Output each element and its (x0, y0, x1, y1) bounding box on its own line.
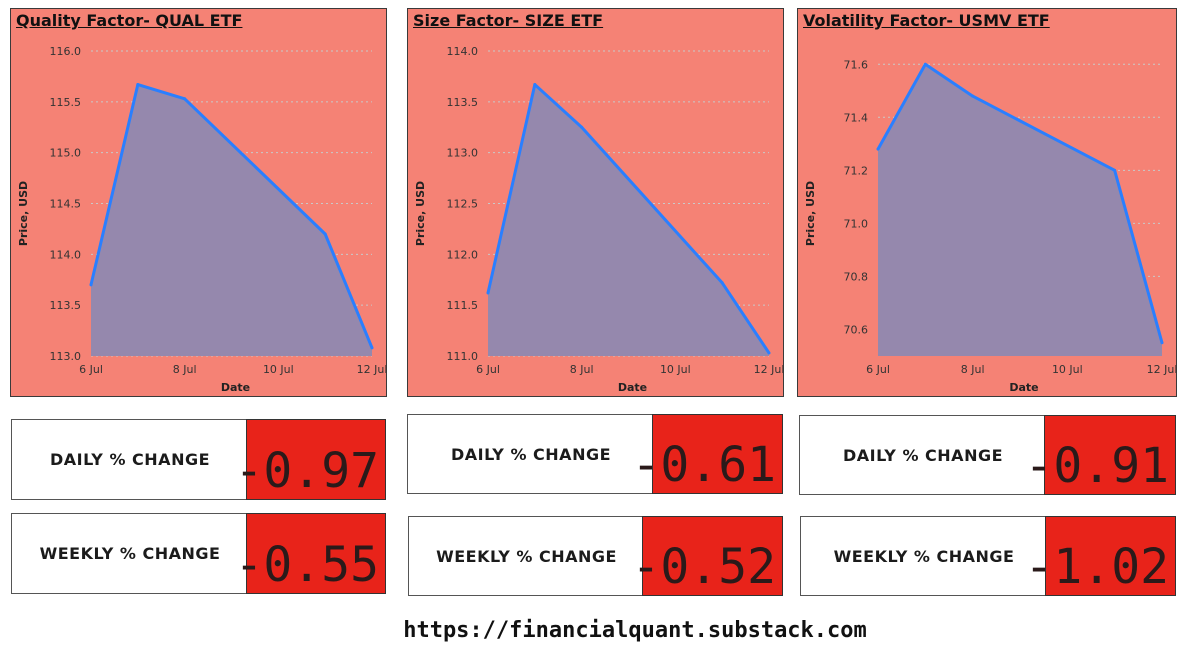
qual-chart-panel: Quality Factor- QUAL ETF 113.0 113.5 114.0… (10, 8, 387, 397)
price-area (91, 84, 372, 357)
qual-weekly-value: -0.55 (235, 513, 386, 594)
x-tick-label: 6 Jul (476, 363, 500, 376)
usmv-daily-label: DAILY % CHANGE (842, 445, 1004, 465)
size-daily-label: DAILY % CHANGE (450, 444, 612, 464)
y-tick-label: 113.5 (447, 96, 479, 109)
price-area (878, 64, 1162, 356)
qual-chart-title: Quality Factor- QUAL ETF (16, 11, 243, 30)
usmv-chart-title: Volatility Factor- USMV ETF (803, 11, 1050, 30)
y-tick-label: 111.0 (447, 350, 479, 363)
size-chart-panel: Size Factor- SIZE ETF 111.0 111.5 112.0 112… (407, 8, 784, 397)
data-point (533, 83, 537, 87)
qual-daily-label: DAILY % CHANGE (49, 450, 211, 469)
y-tick-label: 112.0 (447, 248, 479, 261)
size-weekly-value: -0.52 (632, 516, 783, 596)
x-tick-label: 12 Jul (1147, 363, 1178, 376)
data-point (580, 125, 584, 129)
x-tick-label: 12 Jul (754, 363, 785, 376)
y-tick-label: 71.2 (844, 164, 869, 177)
data-point (486, 291, 490, 295)
data-point (1160, 341, 1164, 345)
size-daily-value: -0.61 (632, 414, 783, 494)
size-chart-svg: 111.0 111.5 112.0 112.5 113.0 113.5 114.0 6 Jul… (414, 45, 785, 394)
y-tick-label: 70.8 (844, 270, 869, 283)
usmv-weekly-label: WEEKLY % CHANGE (833, 546, 1015, 566)
data-point (323, 232, 327, 236)
size-weekly-label: WEEKLY % CHANGE (436, 546, 617, 566)
y-tick-label: 115.0 (50, 147, 82, 160)
x-tick-label: 10 Jul (263, 363, 294, 376)
x-tick-label: 6 Jul (866, 363, 890, 376)
x-tick-label: 10 Jul (1052, 363, 1083, 376)
y-tick-label: 71.6 (844, 58, 869, 71)
y-tick-label: 71.0 (844, 217, 869, 230)
usmv-chart-panel: Volatility Factor- USMV ETF 70.6 70.8 71.0… (797, 8, 1177, 397)
usmv-chart-svg: 70.6 70.8 71.0 71.2 71.4 71.6 6 Jul 8 Jul 10 Jul… (804, 58, 1178, 394)
usmv-weekly-value: -1.02 (1025, 516, 1176, 596)
data-point (136, 83, 140, 87)
x-tick-label: 6 Jul (79, 363, 103, 376)
size-daily-card: DAILY % CHANGE -0.61 (407, 414, 783, 494)
y-tick-label: 70.6 (844, 323, 869, 336)
x-tick-label: 10 Jul (660, 363, 691, 376)
data-point (1113, 168, 1117, 172)
price-area (488, 84, 769, 357)
y-tick-label: 114.5 (50, 198, 82, 211)
qual-daily-card: DAILY % CHANGE -0.97 (11, 419, 386, 500)
x-tick-label: 12 Jul (357, 363, 388, 376)
y-tick-label: 114.0 (50, 248, 82, 261)
y-tick-label: 112.5 (447, 198, 479, 211)
qual-weekly-card: WEEKLY % CHANGE -0.55 (11, 513, 386, 594)
x-tick-label: 8 Jul (173, 363, 197, 376)
data-point (183, 97, 187, 101)
data-point (370, 346, 374, 350)
x-tick-label: 8 Jul (570, 363, 594, 376)
data-point (767, 351, 771, 355)
data-point (720, 281, 724, 285)
data-point (89, 283, 93, 287)
data-point (923, 62, 927, 66)
x-axis-title: Date (618, 381, 647, 394)
qual-daily-value: -0.97 (235, 419, 386, 500)
y-tick-label: 115.5 (50, 96, 82, 109)
size-weekly-card: WEEKLY % CHANGE -0.52 (408, 516, 783, 596)
data-point (876, 147, 880, 151)
usmv-daily-value: -0.91 (1025, 415, 1176, 495)
y-axis-title: Price, USD (804, 181, 817, 246)
substack-link[interactable]: https://financialquant.substack.com (403, 618, 867, 643)
usmv-weekly-card: WEEKLY % CHANGE -1.02 (800, 516, 1176, 596)
y-tick-label: 114.0 (447, 45, 479, 58)
x-tick-label: 8 Jul (961, 363, 985, 376)
y-axis-title: Price, USD (17, 181, 30, 246)
y-tick-label: 116.0 (50, 45, 82, 58)
usmv-daily-card: DAILY % CHANGE -0.91 (799, 415, 1176, 495)
y-tick-label: 71.4 (844, 111, 869, 124)
y-tick-label: 113.5 (50, 299, 82, 312)
y-tick-label: 113.0 (50, 350, 82, 363)
qual-weekly-label: WEEKLY % CHANGE (39, 544, 221, 563)
y-axis-title: Price, USD (414, 181, 427, 246)
y-tick-label: 113.0 (447, 147, 479, 160)
x-axis-title: Date (221, 381, 250, 394)
data-point (971, 94, 975, 98)
x-axis-title: Date (1009, 381, 1038, 394)
size-chart-title: Size Factor- SIZE ETF (413, 11, 604, 30)
qual-chart-svg: 113.0 113.5 114.0 114.5 115.0 115.5 116.0 6 Jul… (17, 45, 388, 394)
y-tick-label: 111.5 (447, 299, 479, 312)
